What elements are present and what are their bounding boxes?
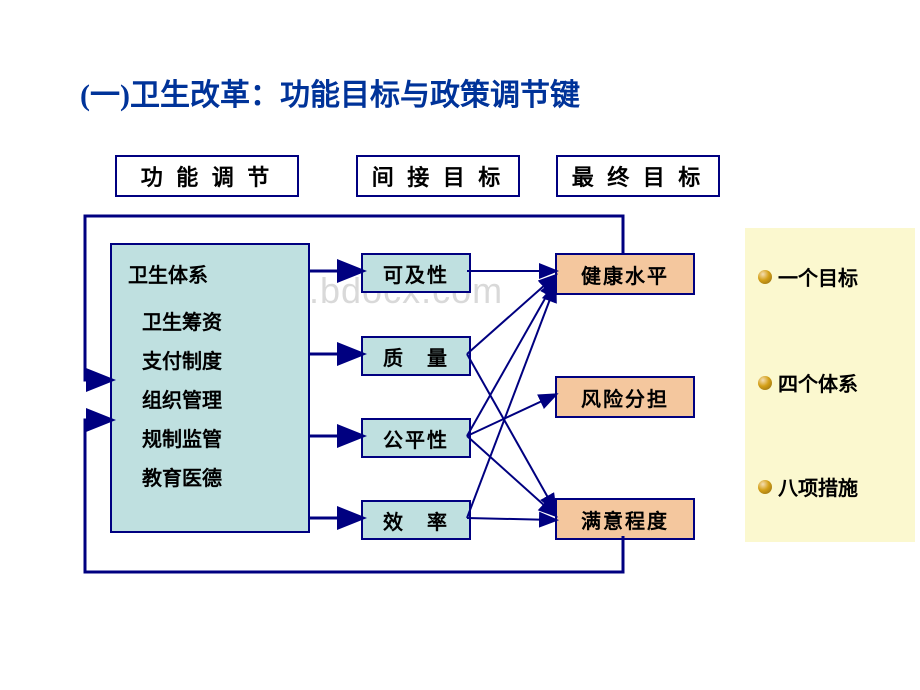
mid-box-2: 公平性 xyxy=(361,418,471,458)
mid-box-1: 质 量 xyxy=(361,336,471,376)
bullet-icon xyxy=(758,376,772,390)
side-item-2: 八项措施 xyxy=(758,472,858,501)
header-box-0: 功 能 调 节 xyxy=(115,155,299,197)
main-sub-2: 组织管理 xyxy=(142,384,292,413)
out-box-0: 健康水平 xyxy=(555,253,695,295)
mid-box-3: 效 率 xyxy=(361,500,471,540)
side-item-label: 八项措施 xyxy=(778,472,858,501)
bullet-icon xyxy=(758,270,772,284)
side-item-label: 四个体系 xyxy=(778,368,858,397)
side-item-label: 一个目标 xyxy=(778,262,858,291)
slide-title: (一)卫生改革：功能目标与政策调节键 xyxy=(80,70,580,114)
header-box-2: 最 终 目 标 xyxy=(556,155,720,197)
main-sub-1: 支付制度 xyxy=(142,345,292,374)
main-sub-0: 卫生筹资 xyxy=(142,306,292,335)
bullet-icon xyxy=(758,480,772,494)
side-item-0: 一个目标 xyxy=(758,262,858,291)
slide-root: www.bdocx.com (一)卫生改革：功能目标与政策调节键 功 能 调 节… xyxy=(0,0,920,690)
main-system-box: 卫生体系 卫生筹资 支付制度 组织管理 规制监管 教育医德 xyxy=(110,243,310,533)
mid-box-0: 可及性 xyxy=(361,253,471,293)
header-box-1: 间 接 目 标 xyxy=(356,155,520,197)
out-box-1: 风险分担 xyxy=(555,376,695,418)
main-sub-3: 规制监管 xyxy=(142,423,292,452)
side-item-1: 四个体系 xyxy=(758,368,858,397)
main-box-title: 卫生体系 xyxy=(128,259,292,288)
main-sub-4: 教育医德 xyxy=(142,462,292,491)
out-box-2: 满意程度 xyxy=(555,498,695,540)
